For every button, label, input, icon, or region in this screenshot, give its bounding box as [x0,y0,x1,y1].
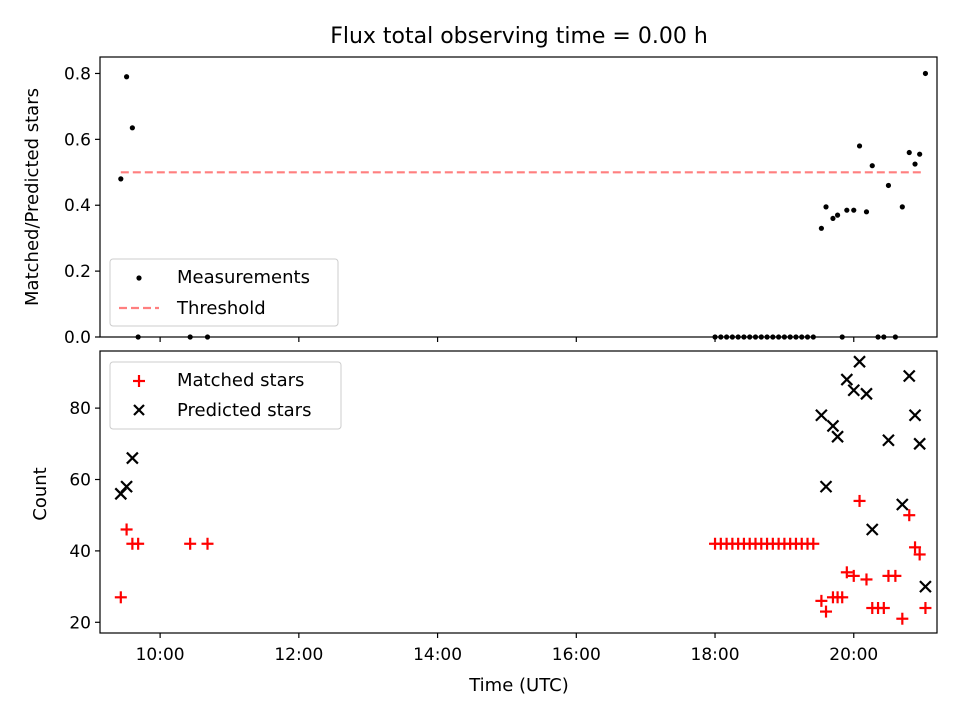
predicted-star-point [819,480,833,493]
legend-predicted-label: Predicted stars [177,400,311,421]
bottom-legend: Matched stars Predicted stars [109,361,342,430]
x-tick-label: 14:00 [413,645,462,665]
matched-star-point [909,541,922,554]
legend-threshold-label: Threshold [176,298,266,319]
bottom-plot-frame [99,350,938,634]
top-y-tick-label: 0.6 [64,130,91,150]
matched-star-point [120,523,133,536]
top-legend: Measurements Threshold [109,258,339,327]
predicted-star-point [908,408,922,422]
top-y-tick-label: 0.0 [64,328,91,348]
matched-star-point [184,537,197,550]
predicted-star-point [815,408,828,422]
bottom-y-tick-label: 60 [69,471,91,491]
measurement-point [123,74,130,80]
predicted-star-point [902,369,916,383]
matched-star-point [853,494,866,507]
x-axis-label: Time (UTC) [468,675,569,696]
measurement-point [823,204,829,210]
matched-star-point [889,569,902,582]
bottom-legend-box [109,361,342,430]
matched-star-point [877,602,890,615]
predicted-star-point [847,383,861,397]
x-tick-label: 16:00 [552,645,601,665]
top-y-tick-label: 0.8 [64,64,91,84]
predicted-star-point [865,523,879,536]
matched-star-point [836,591,849,604]
top-plot-frame [99,56,938,338]
top-y-axis-label: Matched/Predicted stars [22,88,43,306]
measurement-point [856,143,863,149]
measurement-point [118,176,124,182]
measurement-point [834,212,841,218]
matched-star-point [132,537,145,550]
legend-measurements-label: Measurements [177,267,310,288]
top-panel: 0.00.20.40.60.8 Matched/Predicted stars … [22,56,938,348]
x-tick-label: 12:00 [274,645,323,665]
matched-star-point [840,566,853,579]
predicted-star-point [853,355,866,368]
matched-star-point [820,605,833,618]
matched-star-point [913,548,926,561]
predicted-star-point [896,498,909,511]
matched-star-point [903,509,916,522]
matched-star-point [114,591,127,604]
legend-matched-marker [133,375,145,387]
matched-star-point [815,594,828,607]
measurement-point [869,163,875,169]
matched-star-point [860,573,873,586]
predicted-star-point [919,580,932,593]
bottom-y-tick-label: 80 [69,399,91,419]
measurement-point [851,207,857,213]
x-tick-label: 20:00 [829,645,878,665]
measurement-point [917,151,923,157]
measurement-point [830,215,836,222]
predicted-star-point [882,433,895,447]
matched-star-point [807,537,820,550]
top-y-tick-label: 0.4 [64,196,91,216]
top-y-tick-label: 0.2 [64,262,91,282]
legend-predicted-marker [133,404,145,416]
bottom-y-tick-label: 40 [69,542,91,562]
predicted-star-point [913,437,926,451]
bottom-y-axis-label: Count [30,467,51,520]
measurement-point [844,207,850,213]
measurement-point [899,204,905,210]
matched-star-point [847,569,860,582]
predicted-star-point [840,373,854,386]
chart-title: Flux total observing time = 0.00 h [330,24,708,49]
measurement-point [863,209,870,215]
predicted-star-point [120,480,133,493]
measurement-point [885,182,892,189]
matched-star-point [896,612,909,625]
measurement-point [129,125,135,131]
x-tick-label: 10:00 [136,645,185,665]
predicted-star-point [860,387,873,401]
matched-star-point [919,602,932,615]
measurement-point [906,149,912,156]
matched-star-point [201,537,214,550]
predicted-star-point [826,419,840,433]
measurement-point [922,70,929,77]
predicted-star-point [126,451,139,465]
measurement-point [912,161,918,167]
top-legend-box [109,258,339,327]
legend-matched-label: Matched stars [177,370,304,391]
legend-measurements-marker [136,275,142,281]
measurement-point [818,225,824,231]
x-tick-label: 18:00 [691,645,740,665]
predicted-star-point [831,430,844,443]
bottom-y-tick-label: 20 [69,613,91,633]
